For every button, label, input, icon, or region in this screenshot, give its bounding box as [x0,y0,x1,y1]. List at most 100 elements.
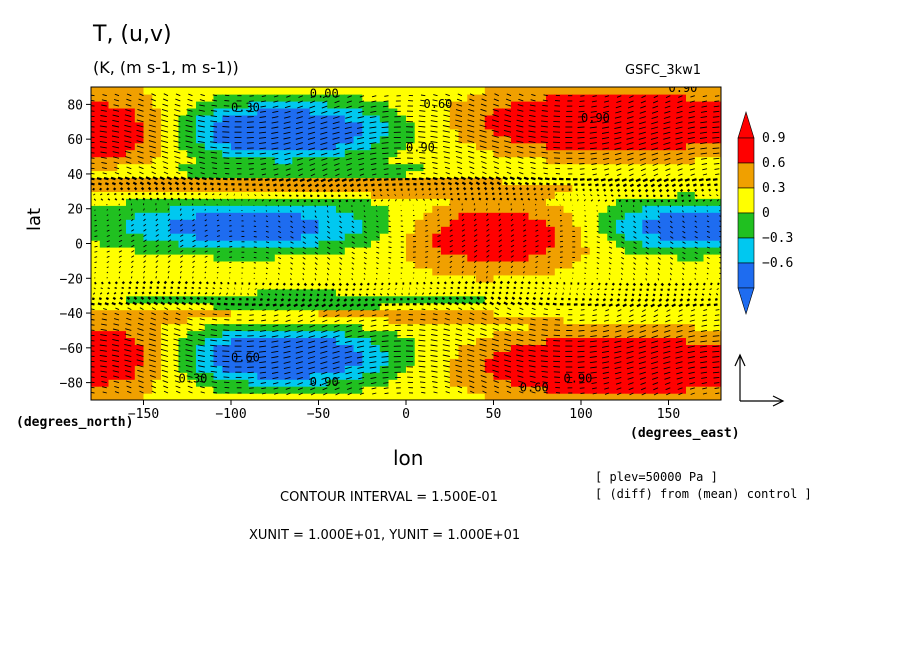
field-cell [196,372,206,380]
wind-vector [529,328,536,331]
field-cell [274,288,285,297]
wind-vector [490,296,495,300]
field-cell [292,393,302,400]
wind-vector [247,329,254,332]
field-cell [659,288,670,297]
field-cell [406,226,416,234]
wind-vector [188,312,193,316]
wind-vector [259,298,263,301]
field-cell [257,240,267,248]
field-cell [581,100,591,109]
field-cell [449,107,460,116]
field-cell [187,219,197,227]
field-cell [91,87,101,95]
field-cell [406,260,416,269]
field-cell [397,260,407,269]
field-cell [581,177,591,185]
field-cell [406,121,416,130]
wind-vector [444,323,450,326]
field-cell [406,212,416,220]
wind-vector [150,322,156,326]
wind-vector [527,281,531,285]
wind-vector [272,382,279,385]
field-cell [484,247,495,255]
field-cell [99,358,110,366]
field-cell [616,114,626,123]
field-cell [274,379,285,387]
wind-vector [706,262,710,265]
field-cell [616,330,626,338]
field-cell [694,219,705,227]
field-cell [467,253,477,262]
field-cell [546,184,556,192]
wind-vector [363,257,367,260]
field-cell [309,344,320,352]
wind-vector [278,251,282,254]
field-cell [502,156,512,165]
field-cell [589,393,600,400]
wind-vector [651,329,659,333]
dataset-label: GSFC_3kw1 [625,63,702,78]
wind-vector [690,314,695,317]
wind-vector [295,350,303,354]
field-cell [694,226,705,234]
wind-vector [638,340,646,344]
field-cell [283,191,293,199]
wind-vector [512,291,516,295]
field-cell [686,114,696,123]
field-cell [388,337,398,345]
field-cell [117,177,127,185]
field-cell [353,128,363,137]
field-cell [441,393,451,400]
wind-vector [540,360,548,363]
field-cell [642,358,652,366]
wind-vector [595,298,599,302]
field-cell [362,351,372,359]
wind-vector [712,366,720,369]
field-cell [677,267,687,276]
field-cell [677,163,687,172]
wind-vector [167,260,171,263]
wind-vector [639,282,644,287]
wind-vector [162,380,169,384]
wind-vector [106,292,110,295]
field-cell [239,107,250,116]
field-cell [143,149,153,158]
field-cell [598,163,608,172]
field-cell [169,184,180,192]
field-cell [283,267,293,276]
field-cell [423,386,433,394]
field-cell [686,170,696,179]
field-cell [598,128,608,137]
field-cell [423,358,433,366]
wind-vector [126,296,131,300]
field-cell [388,295,398,304]
wind-vector [179,276,182,279]
field-cell [152,323,162,332]
field-cell [406,302,416,311]
field-cell [99,302,110,311]
field-cell [213,135,223,144]
field-cell [502,365,512,373]
field-cell [344,142,355,151]
wind-vector [332,340,340,344]
field-cell [231,94,241,102]
field-cell [99,142,110,151]
field-cell [388,240,398,248]
field-cell [642,156,652,165]
field-cell [213,260,223,269]
field-cell [126,379,136,387]
field-cell [589,205,600,213]
field-cell [511,372,521,380]
wind-vector [699,356,708,359]
field-cell [362,372,372,380]
field-cell [327,142,337,151]
field-cell [266,253,276,262]
field-cell [91,149,101,158]
field-cell [371,135,381,144]
field-cell [423,351,433,359]
wind-vector [314,267,318,271]
field-cell [318,100,328,109]
wind-vector [693,298,698,302]
wind-vector [180,239,184,243]
